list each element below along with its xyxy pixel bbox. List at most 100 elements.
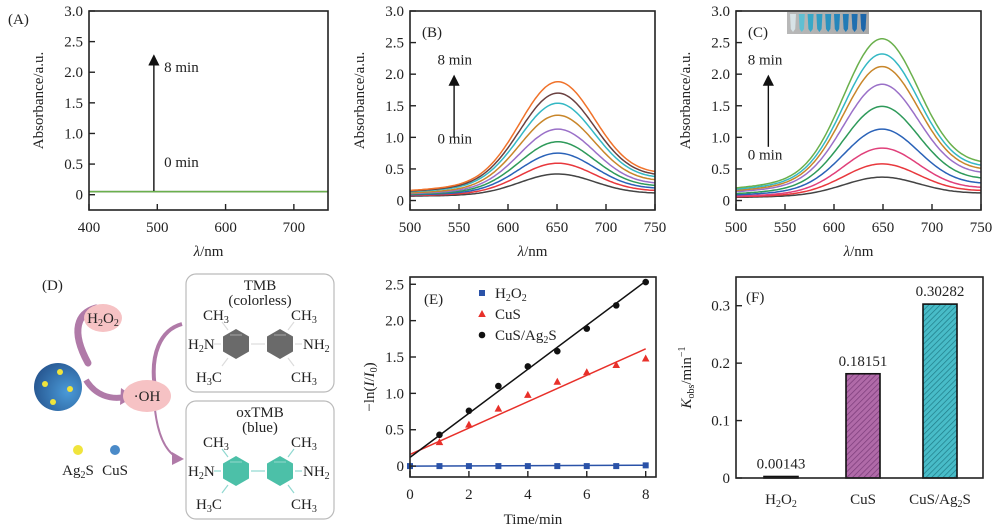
label-0-min: 0 min [164,155,199,171]
ag2s-dot [50,399,56,405]
spectrum-line-3-min [409,141,656,195]
subscript: 3 [207,377,212,388]
molecule-subtitle: (blue) [242,420,278,436]
subscript: 3 [312,504,317,515]
y-tick-label: 1.5 [385,99,404,115]
y-tick-label: 0 [76,188,84,204]
data-point-circle [612,302,620,309]
spectrum-line-2-min [410,152,656,196]
h2o2-label: H2O2 [87,311,119,329]
formula-part: O [103,311,114,327]
spectrum-line-1-min [409,162,656,197]
x-tick-label: 600 [497,220,520,236]
data-point-circle [554,347,561,355]
amine-group: H2N [188,464,215,482]
y-tick-label: 3.0 [64,4,83,20]
spectrum-line-0-min [735,176,981,199]
y-tick-label: 1.0 [711,130,730,146]
legend-marker-triangle [478,310,486,317]
subscript: 3 [224,442,229,453]
x-tick-label: 0 [406,487,414,503]
y-label-part: I [362,371,378,378]
category-label: H2O2 [765,492,797,510]
vial [807,14,814,32]
formula-subscript: 2 [114,318,119,329]
vial [790,14,796,32]
y-tick-label: 2.5 [64,35,83,51]
spectrum-line-4-min [735,105,982,195]
legend-item: H2O2 [479,286,527,304]
x-tick-label: 700 [921,220,944,236]
bar-CuS [845,372,881,479]
y-tick-label: 0.1 [711,414,730,430]
spectrum-line-7-min [409,92,656,192]
arrow-to-oh [83,378,126,401]
ag2s-dot [67,386,73,392]
panel-c-absorbance-chart: 0 0.5 1.0 1.5 2.0 2.5 3.0 500 550 600 650 700 750 Abs… [678,4,992,260]
y-axis-label: Absorbance/a.u. [352,52,368,149]
y-tick-label: 2.0 [64,65,83,81]
legend-label: CuS [102,463,128,479]
y-tick-label: 2.5 [385,36,404,52]
data-point-circle [436,431,443,439]
y-tick-label: 0.5 [385,162,404,178]
panel-b-absorbance-chart: 0 0.5 1.0 1.5 2.0 2.5 3.0 500 550 600 650 700 750 Abs… [352,4,666,260]
text-span: CH [203,308,224,324]
label-0-min: 0 min [437,132,472,148]
methyl-group: CH3 [291,370,317,388]
molecule-title: oxTMB [236,405,284,421]
plot-frame [735,276,984,479]
text-span: NH [303,464,325,480]
oh-bubble [123,380,171,412]
data-point-square [495,463,502,470]
y-tick-label: 2.0 [385,67,404,83]
methyl-group: CH3 [203,435,229,453]
data-point-triangle [524,390,532,398]
spectrum-line-6-min [735,65,982,192]
methyl-group: CH3 [291,497,317,515]
vial [834,14,840,32]
y-tick-label: 0.2 [711,356,730,372]
y-axis-label: Kobs/min−1 [677,346,697,409]
y-axis-label: −ln(I/I0) [362,362,380,411]
category-text: CuS [850,492,876,508]
data-point-triangle [494,404,503,412]
methyl-group: CH3 [291,435,317,453]
benzene-ring [223,329,249,359]
x-tick-label: 650 [872,220,895,236]
category-subscript: 2 [958,499,963,510]
data-point-square [554,463,561,470]
x-axis-symbol: λ [843,244,851,260]
spectrum-line-4-min [409,128,656,195]
text-span: N [204,337,215,353]
formula-part: H [87,311,98,327]
bond [221,357,229,367]
data-point-circle [524,363,532,370]
legend-subscript: 2 [81,470,86,481]
data-point-triangle [612,361,621,368]
arrow-to-oxtmb [154,409,177,458]
ag2s-dot [42,381,48,387]
y-tick-label: 0 [397,459,405,475]
x-tick-label: 700 [283,220,306,236]
bar-value-label: 0.30282 [916,284,965,300]
subscript: 3 [207,504,212,515]
methyl-group: H3C [196,497,222,515]
panel-label: (C) [748,25,768,41]
series-CuS-Ag2S [409,278,649,458]
y-tick-label: 2.0 [711,67,730,83]
category-subscript: 2 [776,499,781,510]
text-span: C [212,370,222,386]
amine-group: H2N [188,337,215,355]
benzene-ring [267,456,293,486]
subscript: 2 [325,344,330,355]
data-point-square [524,463,531,470]
bar-CuS-Ag2S [922,303,958,479]
data-point-triangle [435,438,444,446]
x-tick-label: 650 [546,220,569,236]
x-tick-label: 550 [774,220,797,236]
